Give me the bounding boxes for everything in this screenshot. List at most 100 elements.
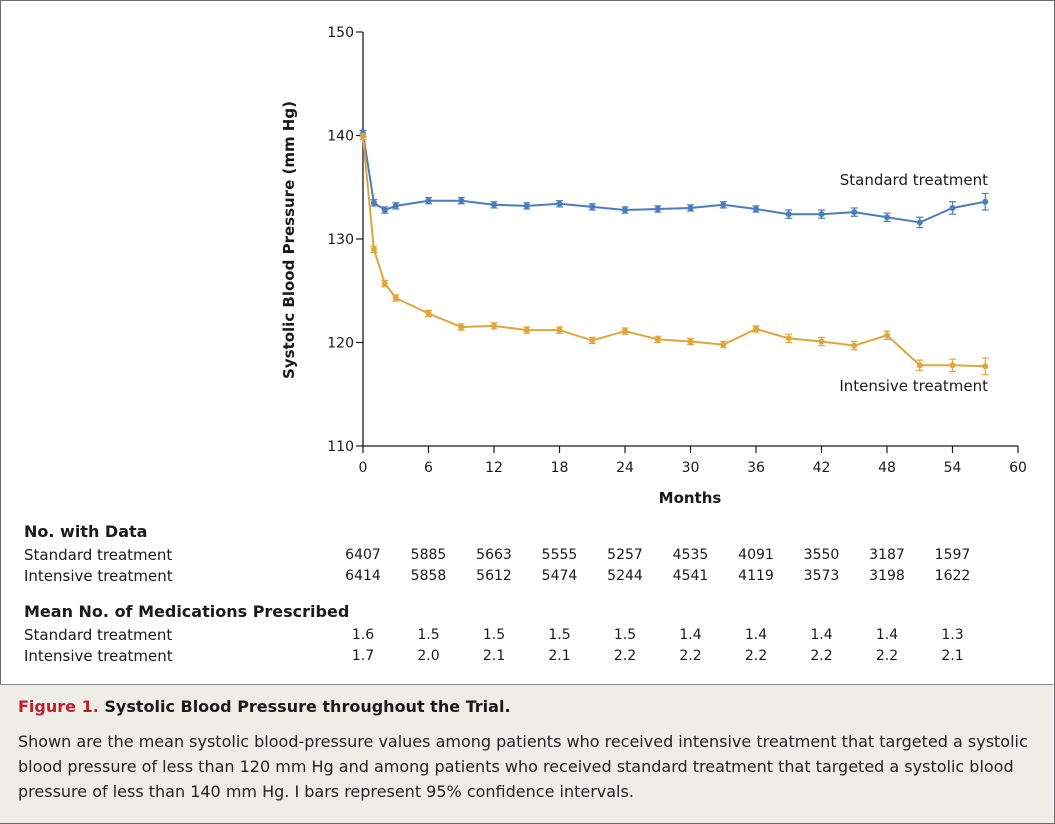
table-cell: 1.5 — [613, 627, 637, 643]
y-tick-label: 110 — [327, 439, 354, 455]
data-point — [720, 341, 727, 348]
x-tick-label: 12 — [485, 460, 503, 476]
table-cell: 1.3 — [941, 627, 964, 643]
x-tick-label: 24 — [616, 460, 634, 476]
data-point — [556, 327, 563, 334]
x-tick-label: 54 — [944, 460, 962, 476]
data-point — [785, 211, 792, 218]
table-cell: 1597 — [934, 547, 971, 563]
table-cell: 2.2 — [679, 648, 702, 664]
x-tick-label: 0 — [359, 460, 368, 476]
table-cell: 5663 — [476, 547, 512, 563]
y-tick-label: 150 — [327, 25, 354, 41]
figure-caption: Figure 1. Systolic Blood Pressure throug… — [0, 684, 1053, 823]
y-tick-label: 130 — [327, 232, 354, 248]
data-point — [851, 342, 858, 349]
data-point — [654, 336, 661, 343]
chart-series — [359, 129, 989, 376]
table-heading: No. with Data — [24, 522, 148, 541]
table-cell: 1.5 — [482, 627, 506, 643]
table-cell: 2.1 — [482, 648, 506, 664]
data-point — [370, 199, 377, 206]
line-chart: 110 120 130 140 150 0 6 12 18 24 30 36 42 48 54 60 Syst… — [280, 25, 1027, 507]
series-line — [362, 133, 986, 224]
table-cell: 4119 — [738, 568, 774, 584]
x-tick-label: 6 — [424, 460, 433, 476]
table-cell: 5257 — [607, 547, 643, 563]
table-cell: 1.6 — [351, 627, 375, 643]
data-point — [458, 197, 465, 204]
data-point — [753, 205, 759, 212]
data-point — [392, 202, 399, 209]
data-point — [654, 205, 661, 212]
data-point — [949, 204, 956, 211]
table-row-label: Standard treatment — [24, 626, 173, 644]
data-point — [491, 201, 497, 208]
caption-body: Shown are the mean systolic blood-pressu… — [18, 732, 1028, 801]
table-cell: 6407 — [345, 547, 381, 563]
table-cell: 2.2 — [744, 648, 768, 664]
table-cell: 1.4 — [679, 627, 702, 643]
data-point — [425, 197, 432, 204]
table-cell: 2.1 — [941, 648, 964, 664]
data-point — [982, 363, 989, 370]
data-point — [523, 327, 530, 334]
data-point — [622, 328, 628, 335]
chart-axes: 110 120 130 140 150 0 6 12 18 24 30 36 42 48 54 60 — [327, 25, 1027, 476]
data-point — [360, 133, 366, 140]
table-cell: 4541 — [672, 568, 709, 584]
y-tick-label: 120 — [327, 336, 354, 352]
x-tick-label: 42 — [813, 460, 831, 476]
x-axis-title: Months — [659, 489, 722, 507]
table-cell: 1.4 — [744, 627, 768, 643]
data-point — [982, 198, 989, 205]
table-row-label: Standard treatment — [24, 546, 173, 564]
figure-number: Figure 1. — [18, 697, 99, 716]
table-cell: 5244 — [607, 568, 643, 584]
data-point — [818, 211, 825, 218]
table-cell: 3550 — [803, 547, 840, 563]
data-point — [523, 202, 530, 209]
y-tick-label: 140 — [327, 129, 354, 145]
data-point — [589, 203, 596, 210]
caption-title: Figure 1. Systolic Blood Pressure throug… — [18, 697, 511, 716]
data-point — [381, 207, 388, 214]
table-cell: 1.4 — [810, 627, 833, 643]
series-intensive — [359, 132, 989, 376]
data-point — [916, 362, 923, 369]
data-point — [884, 332, 890, 339]
data-point — [687, 204, 694, 211]
table-cell: 1622 — [934, 568, 971, 584]
data-point — [818, 338, 825, 345]
x-tick-label: 30 — [682, 460, 700, 476]
data-point — [425, 310, 432, 317]
table-cell: 3573 — [803, 568, 840, 584]
data-point — [851, 209, 858, 216]
table-cell: 3198 — [869, 568, 905, 584]
data-point — [458, 323, 465, 330]
table-cell: 6414 — [345, 568, 381, 584]
table-cell: 2.1 — [548, 648, 571, 664]
table-row-label: Intensive treatment — [24, 647, 173, 665]
table-cell: 1.7 — [351, 648, 375, 664]
x-tick-label: 60 — [1009, 460, 1027, 476]
table-cell: 4091 — [738, 547, 774, 563]
table-cell: 5555 — [541, 547, 578, 563]
data-point — [556, 200, 563, 207]
table-cell: 2.0 — [417, 648, 440, 664]
x-tick-label: 48 — [878, 460, 896, 476]
series-line — [362, 136, 986, 368]
data-point — [381, 280, 388, 287]
data-point — [916, 219, 923, 226]
series-label-intensive: Intensive treatment — [839, 377, 988, 395]
table-cell: 1.5 — [548, 627, 571, 643]
x-tick-label: 18 — [551, 460, 569, 476]
table-cell: 5612 — [476, 568, 512, 584]
data-point — [884, 214, 890, 221]
caption-title-text: Systolic Blood Pressure throughout the T… — [104, 697, 511, 716]
table-cell: 4535 — [672, 547, 709, 563]
data-point — [753, 326, 759, 333]
table-cell: 1.4 — [875, 627, 899, 643]
table-cell: 3187 — [869, 547, 905, 563]
data-point — [370, 246, 377, 253]
